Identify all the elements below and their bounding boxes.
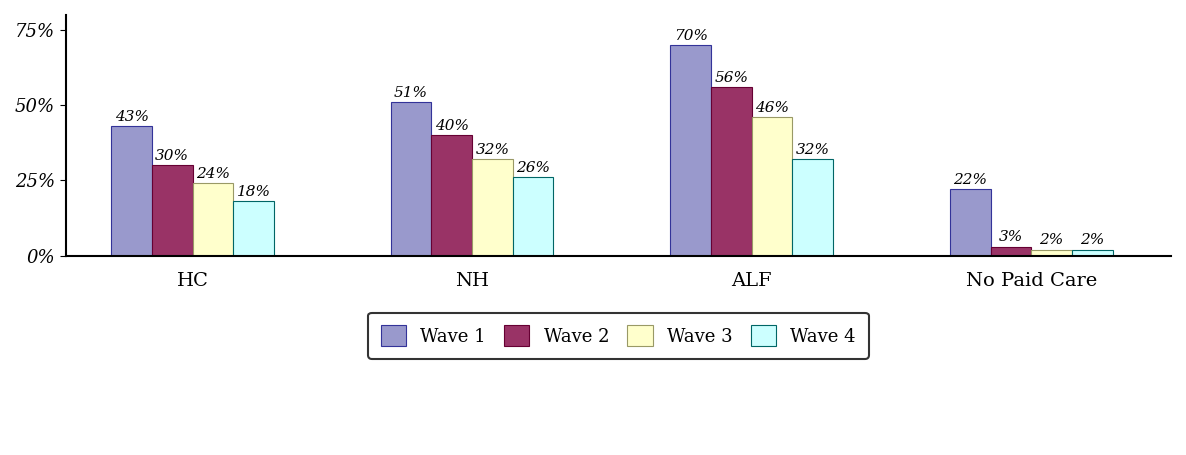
Bar (1072, 250, 1112, 256)
Text: 51%: 51% (394, 86, 428, 100)
Bar (712, 87, 752, 256)
Text: 30%: 30% (155, 149, 190, 163)
Text: 2%: 2% (1080, 233, 1104, 247)
Bar (990, 247, 1032, 256)
Text: 18%: 18% (236, 185, 270, 199)
Text: 22%: 22% (954, 173, 987, 187)
Text: 24%: 24% (196, 167, 230, 181)
Bar (234, 202, 274, 256)
Bar (192, 183, 234, 256)
Text: 3%: 3% (999, 230, 1024, 244)
Bar (111, 126, 152, 256)
Text: 40%: 40% (435, 119, 468, 133)
Bar (432, 135, 472, 256)
Bar (1032, 250, 1072, 256)
Bar (950, 189, 990, 256)
Bar (512, 177, 554, 256)
Bar (152, 165, 192, 256)
Text: 32%: 32% (476, 143, 510, 157)
Text: 2%: 2% (1039, 233, 1064, 247)
Legend: Wave 1, Wave 2, Wave 3, Wave 4: Wave 1, Wave 2, Wave 3, Wave 4 (368, 313, 868, 359)
Bar (792, 159, 833, 256)
Bar (752, 117, 792, 256)
Bar (391, 102, 432, 256)
Text: 46%: 46% (755, 101, 789, 115)
Text: 70%: 70% (674, 29, 708, 43)
Bar (472, 159, 512, 256)
Text: 32%: 32% (796, 143, 830, 157)
Bar (670, 45, 712, 256)
Text: 26%: 26% (516, 161, 550, 175)
Text: 43%: 43% (115, 110, 148, 124)
Text: 56%: 56% (714, 71, 748, 85)
